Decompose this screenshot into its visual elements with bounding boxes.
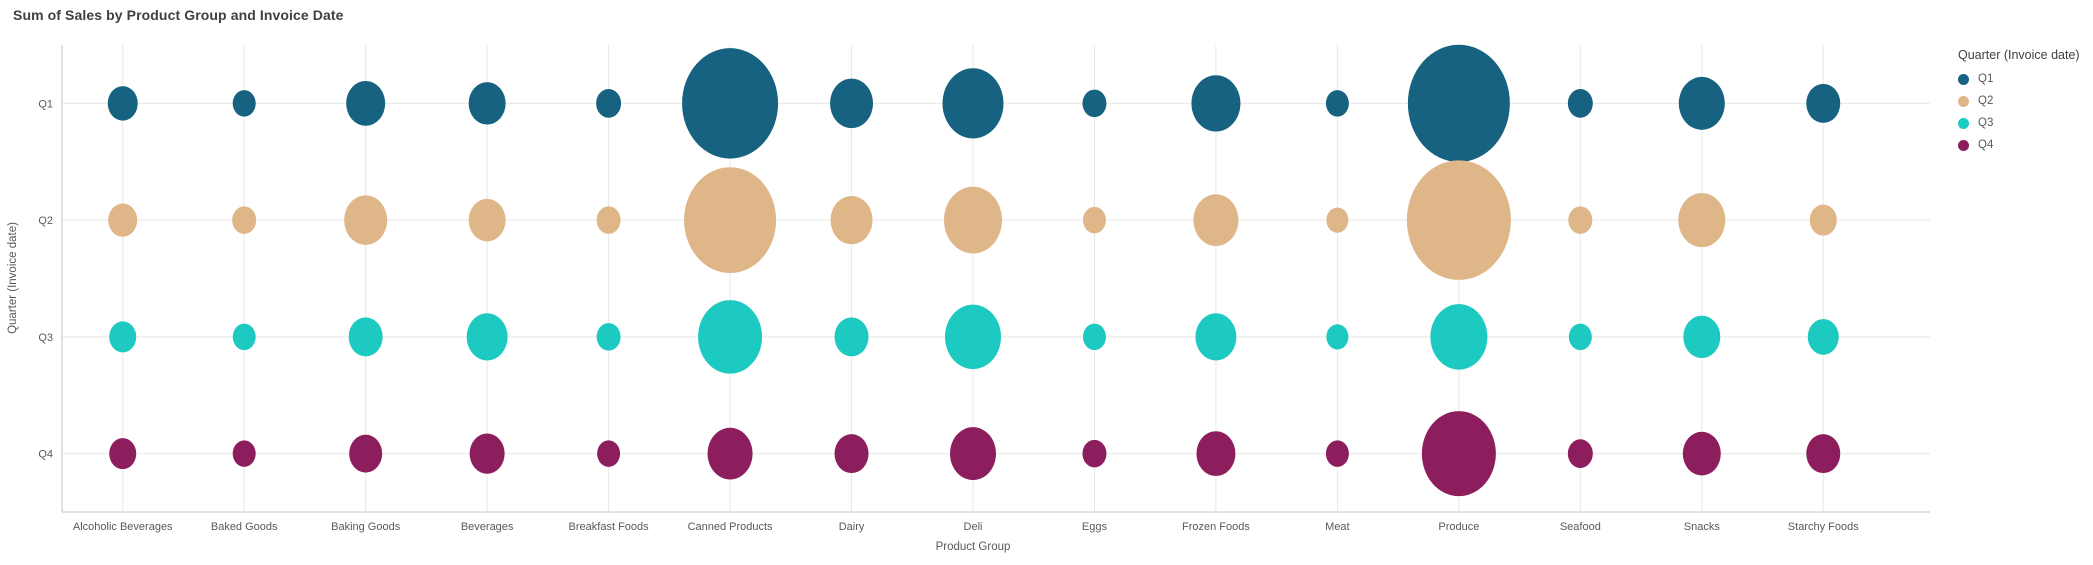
bubble-q4-deli[interactable] [950,427,996,481]
bubble-q3-deli[interactable] [945,304,1001,370]
bubble-q4-canned-products[interactable] [707,427,753,480]
bubble-q1-snacks[interactable] [1678,76,1725,130]
bubble-q2-seafood[interactable] [1568,206,1593,234]
bubble-q2-starchy-foods[interactable] [1809,204,1837,236]
bubble-q2-produce[interactable] [1406,160,1511,280]
x-axis-title: Product Group [936,541,1011,553]
x-tick-produce: Produce [1438,521,1479,533]
chart-title: Sum of Sales by Product Group and Invoic… [13,7,344,23]
bubble-q1-starchy-foods[interactable] [1806,83,1841,123]
bubble-q3-baked-goods[interactable] [232,323,256,351]
bubble-q1-deli[interactable] [942,68,1004,139]
legend-swatch-q4 [1958,139,1969,151]
bubble-q3-canned-products[interactable] [698,300,763,374]
bubble-q3-breakfast-foods[interactable] [596,323,621,351]
x-tick-canned-products: Canned Products [688,521,773,533]
bubble-q1-seafood[interactable] [1567,89,1593,118]
bubble-q2-snacks[interactable] [1678,193,1726,248]
legend-label-q1: Q1 [1978,73,1994,85]
bubble-q2-baking-goods[interactable] [344,195,388,245]
bubble-q1-dairy[interactable] [830,78,874,129]
bubble-q3-meat[interactable] [1326,324,1349,350]
x-tick-snacks: Snacks [1684,521,1721,533]
bubble-q4-meat[interactable] [1325,440,1349,467]
bubble-q2-frozen-foods[interactable] [1193,194,1239,246]
bubble-q2-deli[interactable] [944,186,1002,254]
bubble-q3-baking-goods[interactable] [348,317,383,357]
x-tick-baking-goods: Baking Goods [331,521,401,533]
x-tick-baked-goods: Baked Goods [211,521,278,533]
bubble-q3-dairy[interactable] [834,317,869,357]
y-axis-title: Quarter (Invoice date) [7,222,19,334]
bubble-q2-eggs[interactable] [1082,206,1106,234]
y-tick-q1: Q1 [38,98,53,110]
bubble-q4-breakfast-foods[interactable] [597,440,621,467]
bubble-q4-baking-goods[interactable] [349,434,383,473]
x-tick-meat: Meat [1325,521,1349,533]
x-tick-frozen-foods: Frozen Foods [1182,521,1250,533]
x-tick-breakfast-foods: Breakfast Foods [569,521,650,533]
legend-item-q1[interactable]: Q1 [1958,73,2088,85]
x-tick-eggs: Eggs [1082,521,1108,533]
bubble-q4-produce[interactable] [1421,411,1496,497]
bubble-q4-eggs[interactable] [1082,439,1107,468]
bubble-q2-baked-goods[interactable] [232,206,257,234]
bubble-q4-starchy-foods[interactable] [1806,434,1841,474]
bubble-q4-baked-goods[interactable] [232,440,256,467]
bubble-q1-baking-goods[interactable] [346,80,386,126]
bubble-q3-produce[interactable] [1430,304,1488,370]
bubble-q4-snacks[interactable] [1682,431,1721,476]
legend: Quarter (Invoice date) Q1 Q2 Q3 Q4 [1958,48,2088,161]
bubble-q2-beverages[interactable] [468,198,506,242]
x-tick-starchy-foods: Starchy Foods [1788,521,1859,533]
bubble-q1-produce[interactable] [1407,44,1510,163]
bubble-q1-canned-products[interactable] [682,48,779,159]
bubble-q1-alcoholic-beverages[interactable] [107,86,138,121]
bubble-q3-frozen-foods[interactable] [1195,313,1237,361]
legend-swatch-q2 [1958,95,1969,107]
bubble-q4-frozen-foods[interactable] [1196,431,1236,477]
legend-label-q3: Q3 [1978,117,1994,129]
legend-swatch-q1 [1958,73,1969,85]
bubble-q2-meat[interactable] [1326,207,1349,233]
bubble-q4-seafood[interactable] [1567,439,1593,468]
bubble-q1-frozen-foods[interactable] [1191,75,1241,132]
y-tick-q2: Q2 [38,215,53,227]
bubble-q1-baked-goods[interactable] [232,90,256,117]
legend-item-q4[interactable]: Q4 [1958,139,2088,151]
x-tick-beverages: Beverages [461,521,514,533]
bubble-q4-alcoholic-beverages[interactable] [109,438,137,470]
y-tick-q3: Q3 [38,332,53,344]
legend-swatch-q3 [1958,117,1969,129]
legend-label-q2: Q2 [1978,95,1994,107]
bubble-q1-beverages[interactable] [468,82,506,125]
bubble-q2-canned-products[interactable] [684,167,777,274]
bubble-q3-seafood[interactable] [1568,323,1592,351]
bubble-q1-breakfast-foods[interactable] [596,89,622,118]
bubble-q2-dairy[interactable] [830,195,873,245]
x-tick-seafood: Seafood [1560,521,1601,533]
bubble-q3-snacks[interactable] [1683,315,1721,359]
bubble-q3-eggs[interactable] [1082,323,1106,351]
bubble-q2-breakfast-foods[interactable] [596,206,621,234]
bubble-q3-starchy-foods[interactable] [1807,319,1839,355]
bubble-q2-alcoholic-beverages[interactable] [108,203,138,237]
bubble-q3-beverages[interactable] [466,313,508,361]
legend-title: Quarter (Invoice date) [1958,48,2080,62]
legend-item-q2[interactable]: Q2 [1958,95,2088,107]
x-tick-alcoholic-beverages: Alcoholic Beverages [73,521,173,533]
bubble-q4-dairy[interactable] [834,434,869,474]
y-tick-q4: Q4 [38,449,53,461]
bubble-q1-meat[interactable] [1325,90,1349,117]
bubble-q4-beverages[interactable] [469,433,505,474]
x-tick-deli: Deli [964,521,983,533]
legend-item-q3[interactable]: Q3 [1958,117,2088,129]
x-tick-dairy: Dairy [839,521,865,533]
bubble-q1-eggs[interactable] [1082,89,1107,118]
legend-label-q4: Q4 [1978,139,1994,151]
bubble-q3-alcoholic-beverages[interactable] [109,321,137,353]
